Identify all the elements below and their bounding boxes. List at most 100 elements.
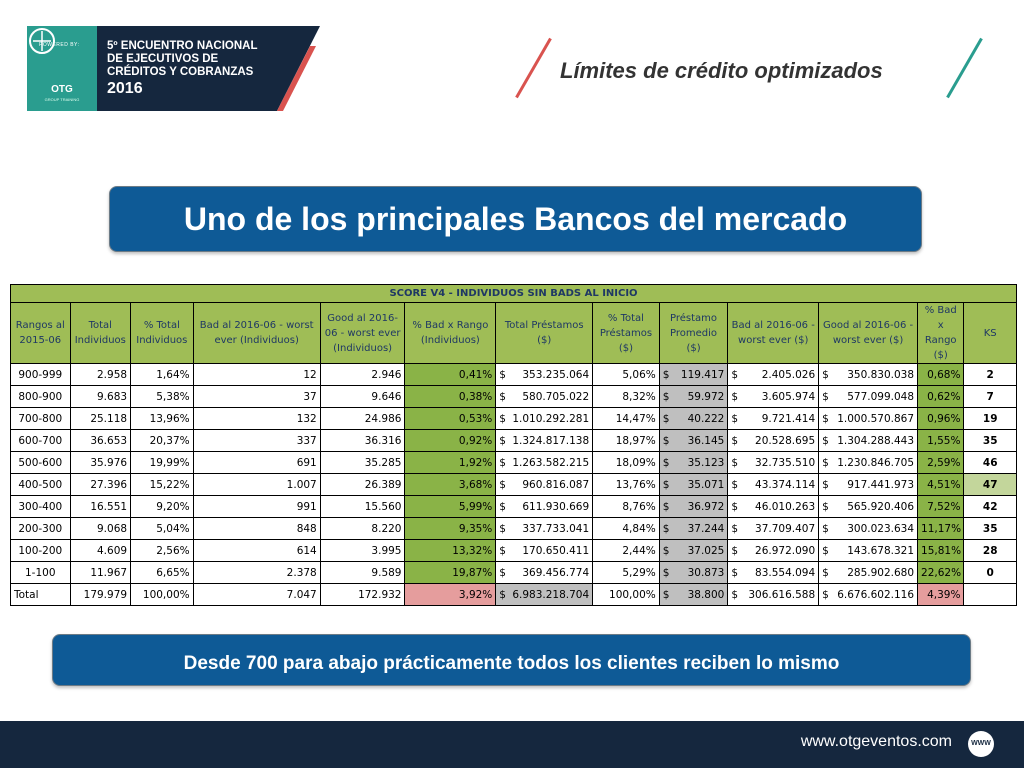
cell-value: 306.616.588 — [748, 588, 816, 601]
table-cell: 18,97% — [592, 429, 660, 452]
cell-value: 20.528.695 — [755, 434, 816, 447]
event-year: 2016 — [107, 80, 143, 97]
table-cell: $285.902.680 — [818, 561, 919, 584]
table-cell: $300.023.634 — [818, 517, 919, 540]
currency-symbol: $ — [822, 390, 829, 403]
table-cell: 0,92% — [404, 429, 497, 452]
table-cell: 3,68% — [404, 473, 497, 496]
table-cell: 5,06% — [592, 363, 660, 386]
table-cell: 9.589 — [319, 561, 406, 584]
column-header: Good al 2016-06 - worst ever ($) — [818, 302, 919, 364]
cell-value: 337.733.041 — [522, 522, 590, 535]
currency-symbol: $ — [499, 390, 506, 403]
currency-symbol: $ — [662, 588, 670, 601]
currency-symbol: $ — [662, 566, 670, 579]
table-cell: $353.235.064 — [495, 363, 594, 386]
currency-symbol: $ — [499, 544, 506, 557]
table-cell: 8,76% — [592, 495, 660, 518]
table-cell: 8.220 — [319, 517, 406, 540]
table-row: 200-300 9.068 5,04% 848 8.220 9,35% $337.733.0… — [10, 517, 1017, 540]
table-cell: 2,44% — [592, 539, 660, 562]
column-header: Bad al 2016-06 - worst ever ($) — [727, 302, 820, 364]
table-cell: 42 — [963, 495, 1017, 518]
column-header: Total Préstamos ($) — [495, 302, 594, 364]
table-cell: 0,53% — [404, 407, 497, 430]
cell-value: 1.010.292.281 — [512, 412, 590, 425]
cell-value: 565.920.406 — [847, 500, 915, 513]
currency-symbol: $ — [499, 500, 506, 513]
teal-slash-decoration — [946, 37, 983, 99]
table-cell: 9.068 — [69, 517, 132, 540]
cell-value: 9.721.414 — [761, 412, 816, 425]
currency-symbol: $ — [662, 412, 670, 425]
table-cell: 11,17% — [917, 517, 965, 540]
event-title-line: DE EJECUTIVOS DE — [107, 53, 219, 65]
brand-name: OTG — [51, 84, 73, 95]
table-cell: 46 — [963, 451, 1017, 474]
table-cell: $40.222 — [658, 407, 729, 430]
table-cell: $119.417 — [658, 363, 729, 386]
cell-value: 6.983.218.704 — [512, 588, 590, 601]
table-cell: $350.830.038 — [818, 363, 919, 386]
currency-symbol: $ — [662, 434, 670, 447]
cell-value: 1.263.582.215 — [512, 456, 590, 469]
table-cell: 7 — [963, 385, 1017, 408]
currency-symbol: $ — [499, 478, 506, 491]
website-url[interactable]: www.otgeventos.com — [800, 733, 952, 750]
table-cell: 11.967 — [69, 561, 132, 584]
table-cell: 2.378 — [192, 561, 321, 584]
table-cell: 400-500 — [10, 473, 71, 496]
event-logo: POWERED BY: OTG GROUP TRAINING 5º ENCUEN… — [27, 26, 320, 111]
table-cell: $1.230.846.705 — [818, 451, 919, 474]
table-cell: $83.554.094 — [727, 561, 820, 584]
table-cell: 1.007 — [192, 473, 321, 496]
table-row: 300-400 16.551 9,20% 991 15.560 5,99% $611.930… — [10, 495, 1017, 518]
table-cell: 4,39% — [917, 583, 965, 606]
table-cell: 13,32% — [404, 539, 497, 562]
table-cell: $35.071 — [658, 473, 729, 496]
table-cell: $37.709.407 — [727, 517, 820, 540]
top-banner: Uno de los principales Bancos del mercad… — [109, 186, 922, 252]
table-cell: $1.010.292.281 — [495, 407, 594, 430]
table-cell: 6,65% — [130, 561, 194, 584]
table-cell: 172.932 — [319, 583, 406, 606]
table-cell: 19 — [963, 407, 1017, 430]
table-cell: 5,04% — [130, 517, 194, 540]
currency-symbol: $ — [662, 478, 670, 491]
cell-value: 369.456.774 — [522, 566, 590, 579]
table-cell: 13,76% — [592, 473, 660, 496]
currency-symbol: $ — [499, 368, 506, 381]
currency-symbol: $ — [662, 522, 670, 535]
column-header: % Total Individuos — [130, 302, 194, 364]
cell-value: 35.123 — [687, 456, 725, 469]
cell-value: 37.244 — [687, 522, 725, 535]
cell-value: 1.000.570.867 — [837, 412, 915, 425]
cell-value: 1.324.817.138 — [512, 434, 590, 447]
table-cell: 800-900 — [10, 385, 71, 408]
table-cell: $30.873 — [658, 561, 729, 584]
table-cell: 2,56% — [130, 539, 194, 562]
table-row: 800-900 9.683 5,38% 37 9.646 0,38% $580.705.02… — [10, 385, 1017, 408]
table-cell: 25.118 — [69, 407, 132, 430]
table-cell: 24.986 — [319, 407, 406, 430]
table-title: SCORE V4 - INDIVIDUOS SIN BADS AL INICIO — [10, 284, 1017, 303]
www-globe-icon: WWW — [968, 731, 994, 757]
cell-value: 36.145 — [687, 434, 725, 447]
cell-value: 40.222 — [687, 412, 725, 425]
table-cell: $46.010.263 — [727, 495, 820, 518]
table-cell: 3,92% — [404, 583, 497, 606]
cell-value: 35.071 — [687, 478, 725, 491]
table-cell: 9.683 — [69, 385, 132, 408]
table-cell: 500-600 — [10, 451, 71, 474]
currency-symbol: $ — [822, 500, 829, 513]
table-cell: $960.816.087 — [495, 473, 594, 496]
cell-value: 38.800 — [687, 588, 725, 601]
table-cell: $20.528.695 — [727, 429, 820, 452]
table-cell: $59.972 — [658, 385, 729, 408]
table-cell: $9.721.414 — [727, 407, 820, 430]
table-cell: $43.374.114 — [727, 473, 820, 496]
table-cell: 614 — [192, 539, 321, 562]
cell-value: 300.023.634 — [847, 522, 915, 535]
footer-bar: www.otgeventos.com WWW — [0, 721, 1024, 768]
currency-symbol: $ — [731, 500, 739, 513]
